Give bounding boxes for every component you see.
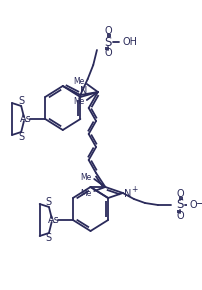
Text: O: O: [104, 26, 111, 36]
Text: O: O: [188, 200, 196, 210]
Text: S: S: [18, 96, 24, 106]
Text: OH: OH: [122, 37, 137, 47]
Text: O: O: [175, 211, 183, 221]
Text: Me: Me: [80, 188, 91, 197]
Text: N: N: [80, 86, 87, 96]
Text: S: S: [18, 132, 24, 142]
Text: N: N: [123, 189, 130, 199]
Text: S: S: [176, 198, 183, 211]
Text: As: As: [47, 215, 59, 225]
Text: S: S: [46, 233, 52, 243]
Text: As: As: [20, 114, 32, 124]
Text: +: +: [131, 186, 137, 195]
Text: Me: Me: [80, 173, 91, 182]
Text: O: O: [104, 48, 111, 58]
Text: S: S: [46, 197, 52, 207]
Text: Me: Me: [73, 77, 84, 86]
Text: S: S: [104, 35, 111, 48]
Text: Me: Me: [73, 97, 84, 106]
Text: O: O: [175, 189, 183, 199]
Text: −: −: [195, 199, 202, 209]
